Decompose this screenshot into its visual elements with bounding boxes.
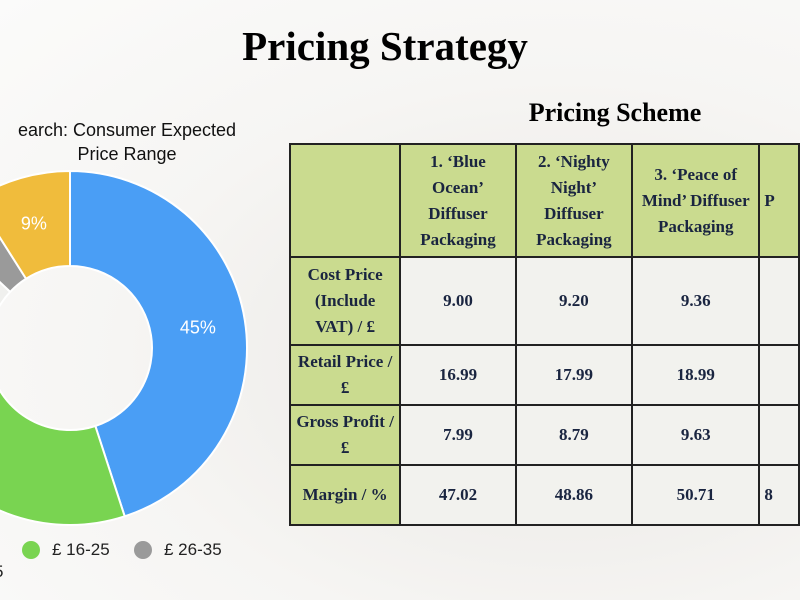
table-header-row: 1. ‘Blue Ocean’ Diffuser Packaging 2. ‘N… <box>289 143 800 258</box>
table-cell: 17.99 <box>514 344 634 406</box>
table-cell: 7.99 <box>399 404 517 466</box>
pricing-table-viewport: 1. ‘Blue Ocean’ Diffuser Packaging 2. ‘N… <box>289 143 800 533</box>
slice-data-label: 45% <box>180 318 216 338</box>
table-row: Gross Profit / £ 7.99 8.79 9.63 <box>289 404 800 466</box>
table-cell: 50.71 <box>631 464 761 526</box>
table-cell: 16.99 <box>399 344 517 406</box>
table-cell: 47.02 <box>399 464 517 526</box>
table-row: Margin / % 47.02 48.86 50.71 8 <box>289 464 800 526</box>
legend-cut-label: 5 <box>0 562 3 582</box>
header-cell-corner <box>289 143 402 258</box>
legend-item-26-35: £ 26-35 <box>134 540 222 560</box>
table-cell: 18.99 <box>631 344 761 406</box>
header-cell-peace-of-mind: 3. ‘Peace of Mind’ Diffuser Packaging <box>631 143 761 258</box>
table-cell: 8.79 <box>514 404 634 466</box>
table-cell: 9.63 <box>631 404 761 466</box>
header-cell-blue-ocean: 1. ‘Blue Ocean’ Diffuser Packaging <box>399 143 517 258</box>
slide-title: Pricing Strategy <box>242 23 528 69</box>
donut-slice-2 <box>0 280 12 308</box>
table-cell: 9.36 <box>631 256 761 346</box>
row-label-gross-profit: Gross Profit / £ <box>289 404 402 466</box>
table-cell: 48.86 <box>514 464 634 526</box>
table-cell: 8 <box>758 464 800 526</box>
donut-chart: 45% 9% <box>0 169 248 526</box>
donut-slice-4 <box>0 169 71 281</box>
legend-swatch-26-35 <box>134 541 152 559</box>
table-row: Retail Price / £ 16.99 17.99 18.99 <box>289 344 800 406</box>
header-cell-nighty-night: 2. ‘Nighty Night’ Diffuser Packaging <box>514 143 634 258</box>
chart-title: earch: Consumer Expected Price Range <box>0 118 262 166</box>
chart-title-line-2: Price Range <box>77 144 177 164</box>
legend-label-16-25: £ 16-25 <box>52 540 110 559</box>
legend-item-16-25: £ 16-25 <box>22 540 110 560</box>
table-cell <box>758 256 800 346</box>
row-label-cost-price: Cost Price (Include VAT) / £ <box>289 256 402 346</box>
pricing-table: 1. ‘Blue Ocean’ Diffuser Packaging 2. ‘N… <box>289 143 800 526</box>
table-cell: 9.20 <box>514 256 634 346</box>
row-label-retail-price: Retail Price / £ <box>289 344 402 406</box>
pricing-scheme-title: Pricing Scheme <box>528 98 702 127</box>
table-cell <box>758 344 800 406</box>
table-cell: 9.00 <box>399 256 517 346</box>
table-row: Cost Price (Include VAT) / £ 9.00 9.20 9… <box>289 256 800 346</box>
donut-slice-0 <box>69 169 248 518</box>
chart-title-line-1: earch: Consumer Expected <box>17 120 237 140</box>
legend-swatch-16-25 <box>22 541 40 559</box>
row-label-margin: Margin / % <box>289 464 402 526</box>
slice-data-label: 9% <box>21 214 47 234</box>
donut-slice-1 <box>0 388 126 526</box>
header-cell-partial: P <box>758 143 800 258</box>
table-cell <box>758 404 800 466</box>
legend-label-26-35: £ 26-35 <box>164 540 222 559</box>
